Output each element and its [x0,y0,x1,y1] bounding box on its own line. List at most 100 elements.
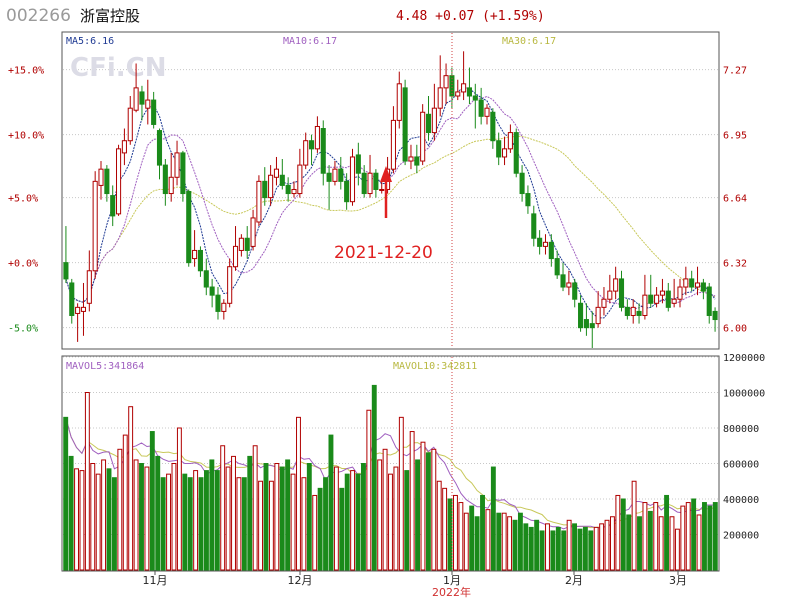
left-tick-label: -5.0% [8,324,38,335]
volume-bar-up [431,448,437,571]
candle-down [355,154,361,174]
candle-up [98,168,104,186]
candle-down [665,290,671,308]
volume-bar-up [388,473,393,571]
candle-up [80,306,87,312]
candle-down [425,113,432,134]
volume-bar-up [312,494,318,571]
candle-up [116,148,122,215]
volume-bar-down [550,530,556,571]
volume-bar-down [561,530,567,571]
volume-tick-label: 200000 [723,531,759,542]
candle-up [232,245,239,268]
candle-down [69,282,75,316]
volume-bar-up [176,427,182,571]
volume-bar-down [204,470,209,571]
candle-up [420,111,426,162]
candle-up [613,278,619,292]
volume-bar-up [236,477,242,571]
candle-up [349,156,356,203]
candle-down [320,128,326,174]
volume-bar-up [290,473,296,571]
volume-bar-down [469,505,475,571]
volume-bar-up [101,459,107,571]
candle-up [542,241,549,247]
annotation-date: 2021-12-20 [334,243,433,263]
volume-tick-label: 1200000 [723,353,765,364]
candle-up [367,172,373,195]
volume-bar-down [344,473,350,571]
volume-bar-up [231,455,236,571]
volume-bar-up [377,459,383,571]
candle-up [121,140,127,154]
price-grid [63,69,718,329]
ma10-legend: MA10:6.17 [283,36,337,47]
volume-bar-down [691,498,697,571]
candle-up [250,217,256,247]
candle-down [414,156,420,166]
candle-down [180,152,186,195]
year-label: 2022年 [432,585,471,599]
candle-down [712,310,718,321]
candle-down [162,164,168,195]
volume-bar-down [182,473,188,571]
volume-bar-up [615,494,621,571]
candle-down [618,278,625,308]
volume-bar-up [117,448,123,571]
volume-bar-up [166,473,172,571]
x-tick-label: 1月 [443,574,461,587]
volume-bar-up [133,459,139,571]
candle-down [156,130,163,166]
price-quote: 4.48 +0.07 (+1.59%) [396,9,545,24]
right-axis-ticks: 7.27 6.95 6.64 6.32 6.00 [723,66,747,335]
candle-down [560,274,566,288]
candle-up [174,152,180,178]
volume-bar-down [512,519,518,571]
right-tick-label: 6.00 [723,324,747,335]
volume-bar-up [436,480,442,571]
volume-tick-label: 1000000 [723,389,765,400]
x-tick-label: 12月 [288,574,313,587]
volume-bar-down [139,463,144,571]
volume-bar-up [463,512,469,571]
candle-up [683,278,689,288]
candle-up [145,99,151,109]
volume-bar-down [637,516,642,571]
volume-bar-down [198,477,204,571]
candle-down [572,282,578,300]
volume-bar-up [631,480,637,571]
candle-up [227,266,233,304]
candle-down [279,174,285,186]
volume-bar-down [360,463,366,571]
volume-bar-up [268,480,274,571]
volume-bar-down [528,526,534,571]
candle-up [192,249,198,260]
volume-bar-down [339,487,345,571]
candle-down [309,140,315,150]
x-axis-ticks: 11月 12月 1月 2月 3月 [143,570,687,587]
volume-bar-down [523,523,529,571]
volume-bar-down [241,477,247,571]
volume-bar-up [545,523,550,571]
volume-bar-down [707,505,713,571]
volume-tick-label: 800000 [723,424,759,435]
volume-bar-up [382,448,388,571]
volume-bar-up [128,406,134,571]
candle-up [501,148,508,158]
volume-bar-down [702,502,707,571]
volume-bar-up [604,519,610,571]
candle-down [531,213,537,239]
volume-bar-up [453,494,458,571]
candle-up [396,83,402,121]
ma30-line [65,135,716,303]
volume-bar-down [160,477,166,571]
candle-up [566,282,572,288]
candle-up [437,87,443,109]
volume-bar-down [539,530,545,571]
candle-down [285,184,291,195]
candle-down [63,262,69,280]
candle-up [431,107,437,134]
left-tick-label: +0.0% [8,259,38,270]
mavol5-legend: MAVOL5:341864 [66,361,144,372]
candle-up [595,306,601,325]
